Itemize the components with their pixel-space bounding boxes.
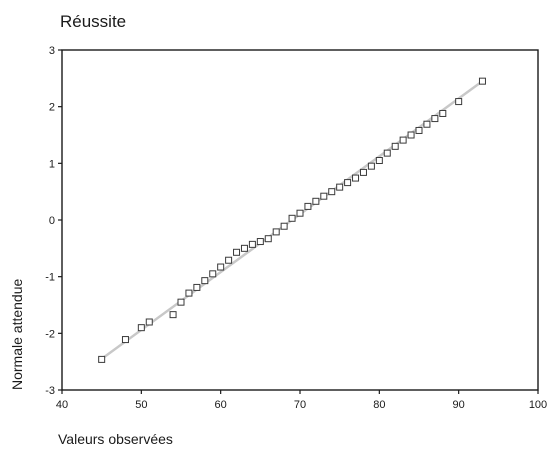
data-point [209, 270, 217, 278]
data-point [455, 98, 463, 106]
data-point [201, 277, 209, 285]
data-point [145, 318, 153, 326]
data-point [423, 120, 431, 128]
y-axis-label: Normale attendue [9, 278, 25, 390]
x-tick-label: 40 [56, 399, 68, 411]
x-tick-label: 100 [529, 399, 547, 411]
data-point [407, 131, 415, 139]
data-point [169, 311, 177, 319]
y-tick-label: -3 [45, 385, 55, 397]
data-point [240, 244, 248, 252]
data-point [478, 77, 486, 85]
data-point [256, 238, 264, 246]
chart-title: Réussite [60, 12, 126, 31]
data-point [98, 355, 106, 363]
data-point [344, 179, 352, 187]
data-point [193, 283, 201, 291]
data-point [391, 142, 399, 150]
data-point-layer [98, 77, 486, 363]
data-point [225, 256, 233, 264]
data-point [439, 109, 447, 117]
y-tick-label: 0 [49, 215, 55, 227]
data-point [375, 157, 383, 164]
data-point [336, 183, 344, 191]
data-point [328, 188, 336, 196]
data-point [280, 222, 288, 230]
x-tick-label: 50 [135, 399, 147, 411]
data-point [399, 136, 407, 144]
data-point [121, 336, 129, 344]
data-point [217, 263, 225, 271]
plot-frame [61, 49, 539, 391]
data-point [185, 289, 193, 297]
y-tick-label: 1 [49, 158, 55, 170]
x-tick-label: 60 [215, 399, 227, 411]
data-point [177, 298, 185, 306]
data-point [431, 115, 439, 123]
data-point [312, 197, 320, 205]
x-tick-label: 70 [294, 399, 306, 411]
y-tick-label: -2 [45, 328, 55, 340]
x-tick-label: 80 [373, 399, 385, 411]
data-point [383, 149, 391, 157]
data-point [264, 235, 272, 243]
data-point [352, 174, 360, 182]
data-point [137, 324, 145, 332]
data-point [248, 240, 256, 248]
y-tick-label: 2 [49, 102, 55, 114]
data-point [272, 228, 280, 236]
y-tick-label: -1 [45, 272, 55, 284]
data-point [415, 126, 423, 134]
x-tick-label: 90 [453, 399, 465, 411]
data-point [296, 209, 304, 217]
tick-layer: 40 50 60 70 80 90 100 3 2 1 0 -1 -2 -3 [45, 45, 547, 411]
data-point [359, 168, 367, 176]
data-point [304, 202, 312, 210]
data-point [367, 162, 375, 170]
x-axis-label: Valeurs observées [58, 431, 173, 447]
data-point [320, 192, 328, 200]
data-point [288, 214, 296, 222]
data-point [233, 248, 241, 256]
y-tick-label: 3 [49, 45, 55, 57]
